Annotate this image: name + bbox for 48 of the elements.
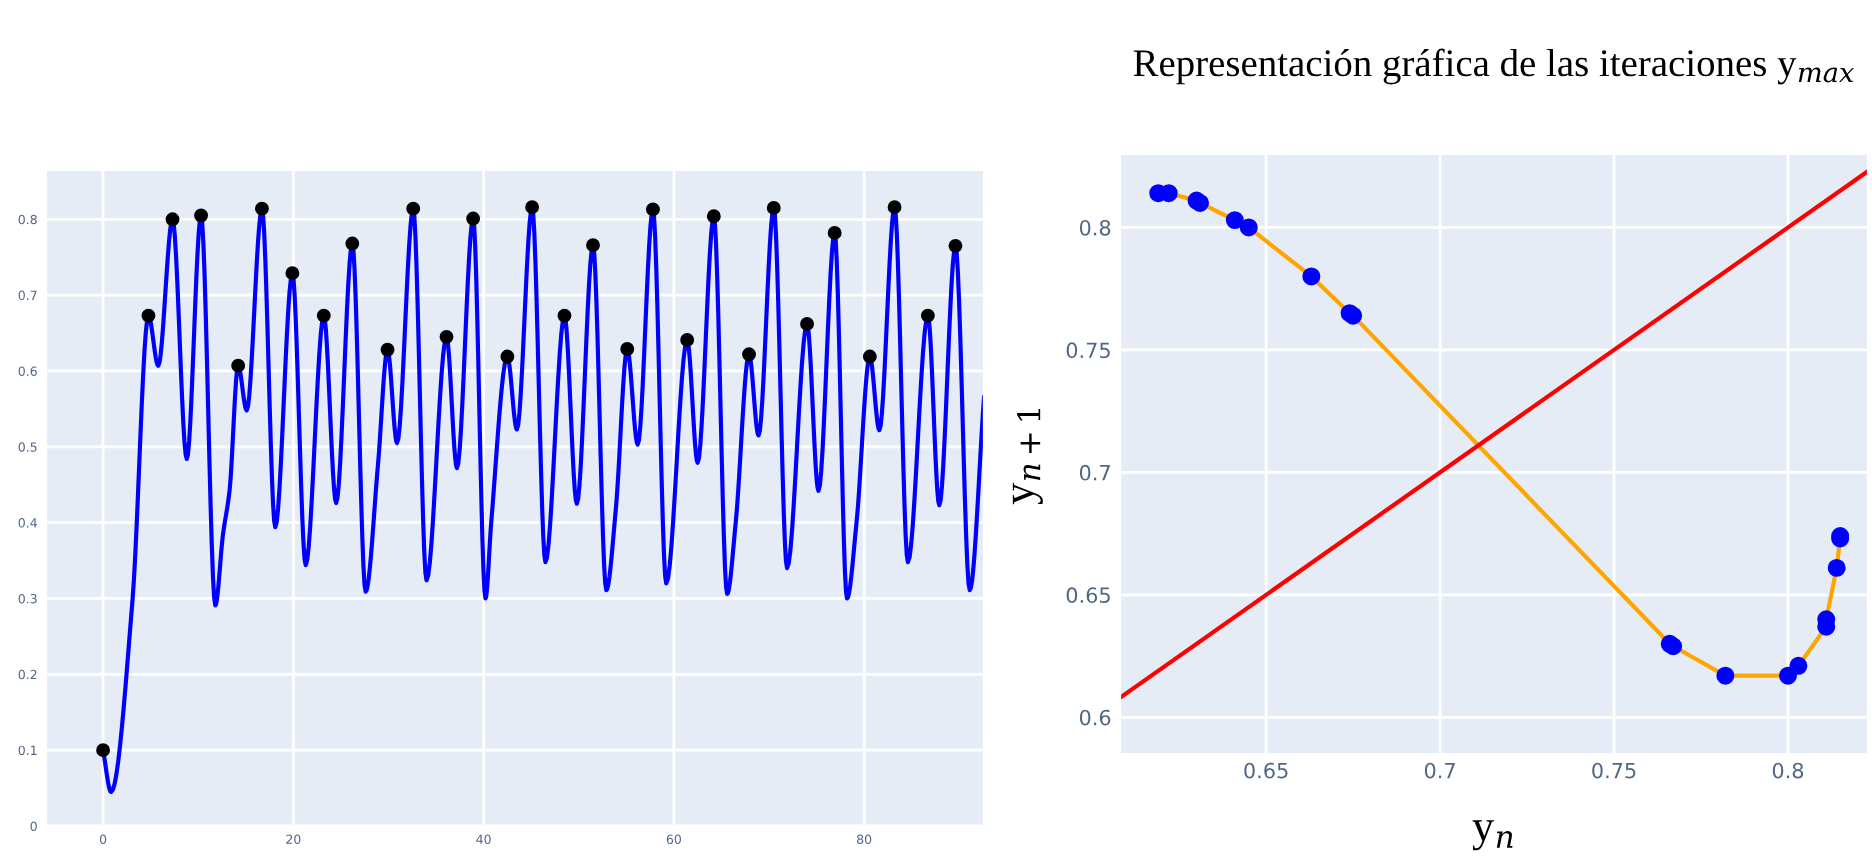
- point: [165, 212, 180, 227]
- point: [194, 208, 209, 223]
- point: [557, 308, 572, 323]
- y-tick-label: 0.75: [1066, 342, 1110, 359]
- point: [406, 201, 421, 216]
- point: [706, 209, 721, 224]
- point: [586, 238, 600, 253]
- point: [1827, 558, 1846, 577]
- point: [285, 266, 300, 281]
- point: [1716, 666, 1735, 685]
- x-tick-label: 0.75: [1592, 762, 1636, 779]
- point: [827, 226, 842, 240]
- point: [1789, 656, 1808, 675]
- point: [380, 342, 395, 357]
- point: [316, 308, 331, 323]
- y-tick-label: 0.6: [1079, 709, 1111, 726]
- point: [439, 329, 454, 344]
- point: [766, 200, 781, 215]
- point: [680, 332, 695, 347]
- point: [948, 238, 963, 253]
- point: [255, 201, 269, 216]
- point: [862, 349, 877, 364]
- point: [742, 347, 756, 362]
- point: [646, 202, 660, 217]
- point: [1778, 666, 1797, 685]
- point: [466, 211, 481, 226]
- point: [887, 200, 902, 215]
- point: [345, 236, 360, 251]
- point: [525, 200, 540, 215]
- point: [920, 308, 935, 323]
- chart-title: Representación gráfica de las iteraciones y$_{max}$: [1133, 48, 1854, 85]
- point: [620, 342, 635, 356]
- x-tick-label: 0.8: [1772, 762, 1804, 779]
- y-axis-title: y$_{n+1}$: [1012, 408, 1043, 505]
- x-tick-label: 0.7: [1424, 762, 1455, 779]
- point: [96, 743, 111, 758]
- point: [231, 358, 246, 373]
- point: [800, 317, 814, 331]
- y-tick-label: 0.65: [1066, 587, 1110, 604]
- x-tick-label: 0.65: [1244, 762, 1288, 779]
- point: [1239, 218, 1258, 237]
- y-tick-label: 0.7: [1079, 464, 1110, 481]
- point: [141, 308, 156, 323]
- x-axis-title: y$_{n}$: [1472, 820, 1513, 851]
- y-tick-label: 0.8: [1079, 219, 1111, 236]
- point: [500, 349, 515, 364]
- point: [1225, 211, 1244, 230]
- point: [1302, 267, 1321, 286]
